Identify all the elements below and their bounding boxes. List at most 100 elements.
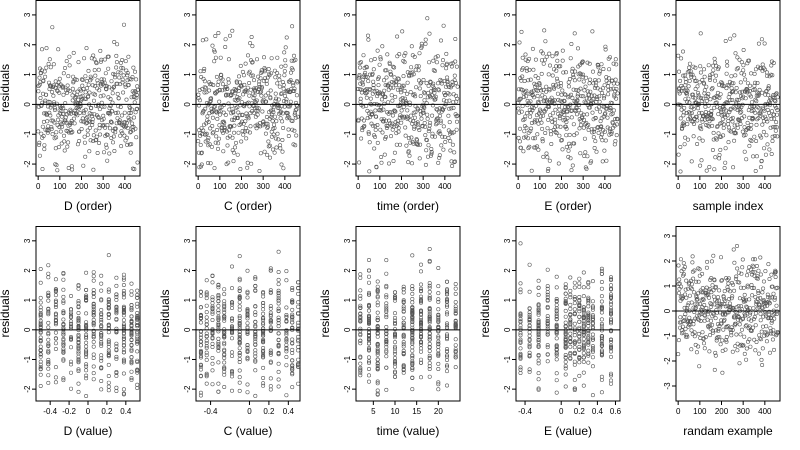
data-point <box>771 125 776 130</box>
data-point <box>121 328 126 333</box>
data-point <box>517 126 522 131</box>
data-point <box>358 296 363 301</box>
data-point <box>261 307 266 312</box>
data-point <box>261 333 266 338</box>
data-point <box>436 380 441 385</box>
data-point <box>713 284 718 289</box>
data-point <box>431 88 436 93</box>
data-point <box>198 142 203 147</box>
data-point <box>758 113 763 118</box>
data-point <box>384 295 389 300</box>
data-point <box>572 333 577 338</box>
data-point <box>268 360 273 365</box>
data-point <box>84 364 89 369</box>
data-point <box>427 259 432 264</box>
data-point <box>729 74 734 79</box>
data-point <box>204 315 209 320</box>
data-point <box>268 320 273 325</box>
data-point <box>549 142 554 147</box>
data-point <box>278 116 283 121</box>
data-point <box>201 69 206 74</box>
data-point <box>586 122 591 127</box>
data-point <box>404 114 409 119</box>
data-point <box>99 341 104 346</box>
data-point <box>542 57 547 62</box>
data-point <box>396 129 401 134</box>
data-point <box>447 120 452 125</box>
data-point <box>46 310 51 315</box>
data-point <box>571 73 576 78</box>
data-point <box>699 298 704 303</box>
data-point <box>375 140 380 145</box>
data-point <box>563 372 568 377</box>
data-point <box>125 142 130 147</box>
data-point <box>240 69 245 74</box>
data-point <box>401 332 406 337</box>
data-point <box>590 344 595 349</box>
data-point <box>691 318 696 323</box>
data-point <box>284 349 289 354</box>
data-point <box>276 301 281 306</box>
data-point <box>590 110 595 115</box>
data-point <box>545 352 550 357</box>
data-point <box>518 96 523 101</box>
data-point <box>284 336 289 341</box>
data-point <box>198 289 203 294</box>
data-point <box>769 116 774 121</box>
data-point <box>404 143 409 148</box>
x-axis-label: C (value) <box>224 424 273 438</box>
data-point <box>453 353 458 358</box>
data-point <box>392 108 397 113</box>
data-point <box>37 82 42 87</box>
data-point <box>61 376 66 381</box>
data-point <box>210 43 215 48</box>
y-tick-label: -1 <box>183 130 192 138</box>
data-point <box>536 344 541 349</box>
data-point <box>216 314 221 319</box>
data-point <box>572 377 577 382</box>
data-point <box>70 86 75 91</box>
data-point <box>608 343 613 348</box>
data-point <box>386 87 391 92</box>
data-point <box>568 292 573 297</box>
y-tick-label: 1 <box>23 72 32 77</box>
data-point <box>53 298 58 303</box>
data-point <box>422 121 427 126</box>
x-tick-label: 5 <box>371 407 376 416</box>
data-point <box>379 97 384 102</box>
data-point <box>429 150 434 155</box>
data-point <box>702 302 707 307</box>
data-point <box>106 54 111 59</box>
data-point <box>719 321 724 326</box>
data-point <box>703 335 708 340</box>
data-point <box>581 323 586 328</box>
data-point <box>707 75 712 80</box>
data-point <box>93 128 98 133</box>
data-point <box>430 103 435 108</box>
data-point <box>710 322 715 327</box>
data-point <box>702 88 707 93</box>
y-tick-label: 1 <box>23 297 32 302</box>
data-point <box>767 103 772 108</box>
data-point <box>69 337 74 342</box>
data-point <box>454 127 459 132</box>
data-point <box>750 285 755 290</box>
data-point <box>577 103 582 108</box>
data-point <box>520 55 525 60</box>
data-point <box>134 95 139 100</box>
data-point <box>573 69 578 74</box>
data-point <box>527 310 532 315</box>
data-point <box>245 268 250 273</box>
data-point <box>705 94 710 99</box>
data-point <box>129 333 134 338</box>
data-point <box>436 316 441 321</box>
data-point <box>554 311 559 316</box>
data-point <box>56 47 61 52</box>
data-point <box>210 355 215 360</box>
y-axis-label: residuals <box>0 64 12 112</box>
data-point <box>268 268 273 273</box>
data-point <box>102 57 107 62</box>
data-point <box>283 63 288 68</box>
data-point <box>84 373 89 378</box>
data-point <box>729 280 734 285</box>
